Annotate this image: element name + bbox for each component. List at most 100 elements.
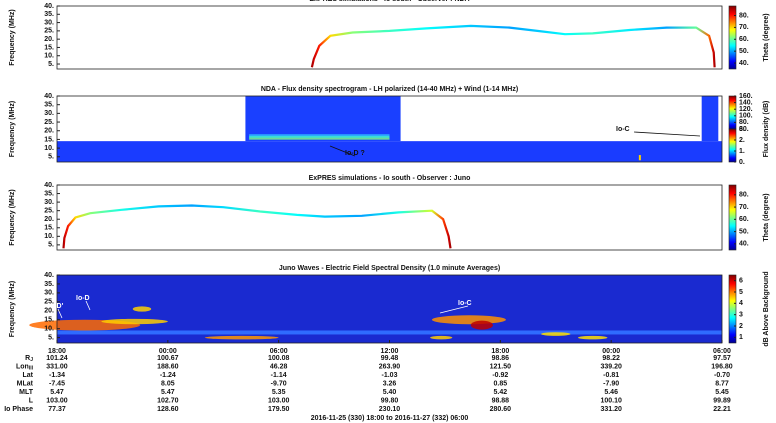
ephemeris-value: -1.24 (160, 372, 176, 379)
panel-title: Juno Waves - Electric Field Spectral Den… (279, 265, 500, 272)
emission-feature (204, 335, 279, 340)
emission-feature (577, 335, 608, 340)
ephemeris-label: Io Phase (4, 406, 33, 413)
ephemeris-row-label: RJ (25, 355, 33, 363)
ephemeris-value: 196.80 (711, 363, 733, 370)
colorbar-tick-label: 100. (739, 113, 753, 120)
colorbar (728, 95, 737, 130)
ephemeris-value: 3.26 (383, 380, 397, 387)
colorbar-tick-label: 1. (739, 148, 745, 155)
y-tick-label: 15. (44, 136, 54, 143)
y-tick-label: 35. (44, 102, 54, 109)
x-axis-caption: 2016-11-25 (330) 18:00 to 2016-11-27 (33… (311, 415, 469, 422)
y-tick-label: 35. (44, 11, 54, 18)
nda-spectrum (701, 96, 719, 142)
colorbar-tick-label: 140. (739, 99, 753, 106)
colorbar-label: dB Above Background (763, 271, 770, 346)
nda-band (249, 137, 390, 140)
nda-spectrum (245, 96, 401, 142)
emission-feature (470, 320, 493, 330)
y-tick-label: 40. (44, 93, 54, 100)
colorbar (728, 184, 737, 251)
ephemeris-label: L (29, 397, 34, 404)
y-tick-label: 15. (44, 317, 54, 324)
y-tick-label: 25. (44, 119, 54, 126)
ephemeris-value: 280.60 (490, 406, 512, 413)
annotation-arrow (633, 131, 701, 137)
y-tick-label: 25. (44, 299, 54, 306)
colorbar-tick-label: 120. (739, 106, 753, 113)
annotation-arrow (439, 305, 469, 314)
ephemeris-row-label: LonIII (16, 363, 34, 371)
plot-frame (56, 184, 723, 251)
ephemeris-value: 22.21 (713, 406, 731, 413)
colorbar-tick-label: 80. (739, 119, 749, 126)
ephemeris-value: 98.86 (492, 355, 510, 362)
ephemeris-row-label: MLT (19, 389, 34, 396)
y-tick-label: 20. (44, 36, 54, 43)
colorbar-tick-label: 80. (739, 192, 749, 199)
colorbar-tick-label: 60. (739, 36, 749, 43)
y-tick-label: 35. (44, 281, 54, 288)
ephemeris-value: 5.35 (272, 389, 286, 396)
ephemeris-value: -0.70 (714, 372, 730, 379)
annotation: Io-D (76, 295, 90, 302)
ephemeris-value: 100.67 (157, 355, 179, 362)
ephemeris-value: 339.20 (600, 363, 622, 370)
x-tick-label: 06:00 (713, 348, 731, 355)
ephemeris-value: 46.28 (270, 363, 288, 370)
colorbar-tick-label: 50. (739, 48, 749, 55)
ephemeris-value: 5.42 (494, 389, 508, 396)
y-tick-label: 10. (44, 233, 54, 240)
y-tick-label: 15. (44, 44, 54, 51)
panel-title: ExPRES simulations - Io south - Observer… (309, 0, 469, 3)
ephemeris-value: 99.80 (381, 397, 399, 404)
wind-feature (638, 155, 641, 161)
ephemeris-value: 77.37 (48, 406, 66, 413)
y-axis-label: Frequency (MHz) (9, 101, 16, 157)
annotation-arrow (57, 308, 63, 319)
colorbar-label: Flux density (dB) (763, 101, 770, 158)
y-tick-label: 30. (44, 110, 54, 117)
colorbar-tick-label: 3. (739, 126, 745, 133)
ephemeris-row-label: L (29, 397, 34, 404)
ephemeris-label: Lon (16, 363, 29, 370)
y-tick-label: 40. (44, 272, 54, 279)
ephemeris-row-label: Io Phase (4, 406, 33, 413)
annotation: Io-D' (48, 303, 64, 310)
ephemeris-value: 100.10 (600, 397, 622, 404)
y-axis-label: Frequency (MHz) (9, 9, 16, 65)
colorbar-tick-label: 60. (739, 126, 749, 133)
ephemeris-value: -1.14 (271, 372, 287, 379)
ephemeris-value: -7.45 (49, 380, 65, 387)
emission-feature (132, 306, 152, 312)
ephemeris-value: 5.47 (50, 389, 64, 396)
ephemeris-row-label: Lat (23, 372, 34, 379)
y-tick-label: 30. (44, 19, 54, 26)
y-tick-label: 35. (44, 190, 54, 197)
x-tick-label: 00:00 (602, 348, 620, 355)
annotation: Io-D ? (345, 150, 365, 157)
annotation-arrow (329, 145, 356, 157)
y-tick-label: 5. (48, 242, 54, 249)
ephemeris-value: 263.90 (379, 363, 401, 370)
ephemeris-value: 97.57 (713, 355, 731, 362)
ephemeris-value: -7.90 (603, 380, 619, 387)
ephemeris-value: 121.50 (490, 363, 512, 370)
ephemeris-value: 98.22 (602, 355, 620, 362)
emission-curve (310, 24, 716, 68)
ephemeris-value: 102.70 (157, 397, 179, 404)
ephemeris-value: 5.46 (604, 389, 618, 396)
x-tick-label: 00:00 (159, 348, 177, 355)
y-tick-label: 40. (44, 3, 54, 10)
ephemeris-value: -0.81 (603, 372, 619, 379)
panel-title: NDA - Flux density spectrogram - LH pola… (261, 86, 518, 93)
colorbar (728, 274, 737, 344)
emission-feature (101, 318, 168, 325)
y-tick-label: 10. (44, 326, 54, 333)
y-axis-label: Frequency (MHz) (9, 189, 16, 245)
ephemeris-value: -1.34 (49, 372, 65, 379)
panel-title: ExPRES simulations - Io south - Observer… (309, 175, 471, 182)
ephemeris-value: 5.45 (715, 389, 729, 396)
